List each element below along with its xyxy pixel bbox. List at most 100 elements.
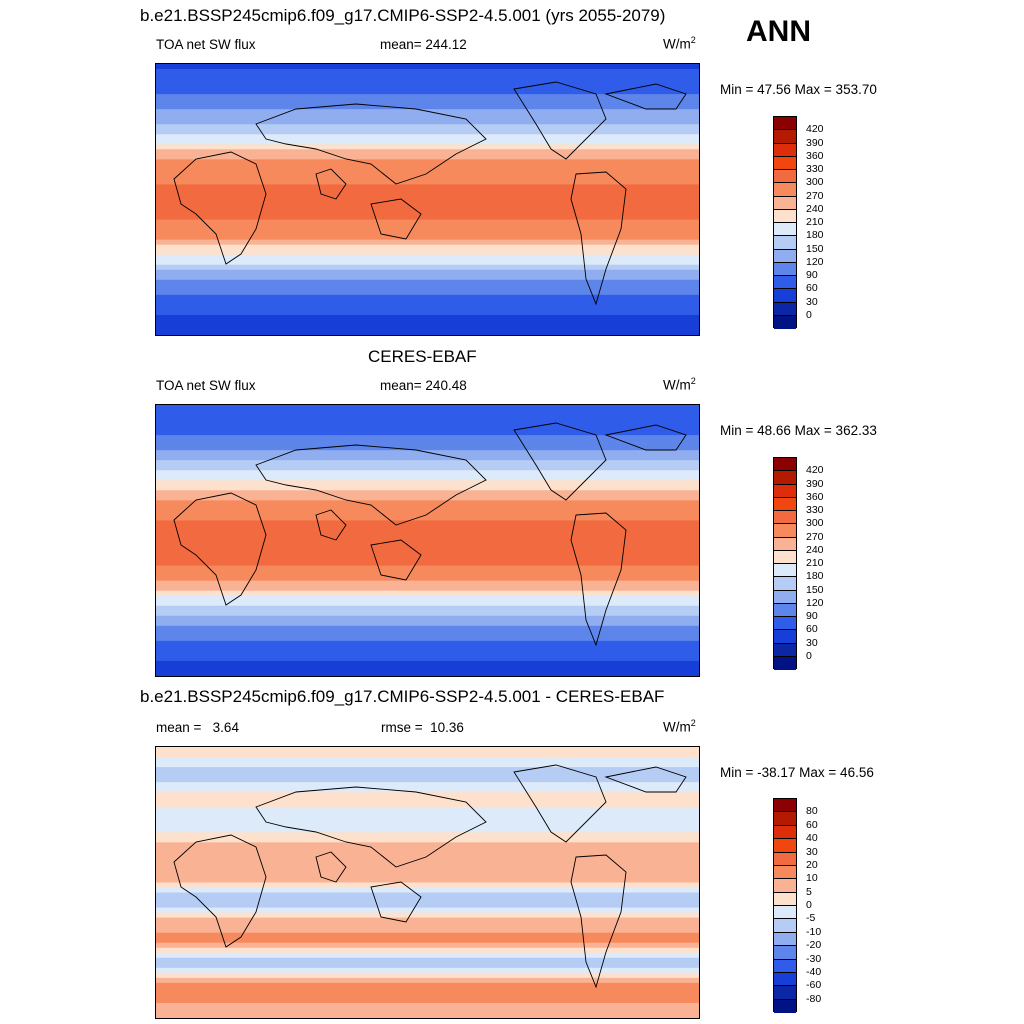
colorbar-tick-label: 120	[806, 596, 824, 609]
field-band	[156, 655, 699, 662]
field-band	[156, 179, 699, 186]
field-band	[156, 842, 699, 848]
panel2-units: W/m2	[663, 377, 696, 392]
field-band	[156, 79, 699, 85]
colorbar-swatch	[774, 999, 796, 1013]
field-band	[156, 902, 699, 909]
field-band	[156, 610, 699, 617]
panel3-minmax: Min = -38.17 Max = 46.56	[720, 765, 874, 780]
field-band	[156, 777, 699, 783]
colorbar-tick-label: 270	[806, 189, 824, 202]
colorbar-swatch	[774, 656, 796, 670]
colorbar-swatch	[774, 839, 796, 853]
colorbar-swatch	[774, 812, 796, 826]
colorbar-swatch	[774, 906, 796, 920]
panel1-units-exp: 2	[690, 35, 696, 45]
field-band	[156, 269, 699, 276]
field-band	[156, 425, 699, 431]
colorbar-swatch	[774, 484, 796, 498]
field-band	[156, 670, 699, 676]
field-band	[156, 1007, 699, 1014]
colorbar-tick-label: 390	[806, 136, 824, 149]
colorbar-tick-label: 180	[806, 570, 824, 583]
colorbar-swatch	[774, 643, 796, 657]
colorbar-tick-label: 330	[806, 163, 824, 175]
field-band	[156, 1012, 699, 1018]
field-band	[156, 917, 699, 924]
panel2-units-exp: 2	[690, 376, 696, 386]
field-band	[156, 792, 699, 798]
field-band	[156, 545, 699, 552]
field-band	[156, 415, 699, 421]
field-band	[156, 124, 699, 130]
field-band	[156, 525, 699, 532]
colorbar-swatch	[774, 865, 796, 880]
colorbar-swatch	[774, 919, 796, 933]
colorbar-tick-label: 10	[806, 872, 818, 885]
colorbar-swatch	[774, 932, 796, 947]
colorbar-tick-label: -5	[806, 912, 816, 925]
field-band	[156, 314, 699, 321]
field-band	[156, 440, 699, 446]
coastline	[570, 854, 627, 989]
field-band	[156, 510, 699, 517]
field-band	[156, 254, 699, 261]
coastline	[255, 786, 487, 868]
panel3-title: b.e21.BSSP245cmip6.f09_g17.CMIP6-SSP2-4.…	[140, 687, 665, 706]
field-band	[156, 445, 699, 451]
field-band	[156, 550, 699, 557]
field-band	[156, 947, 699, 954]
colorbar-tick-label: 90	[806, 610, 818, 622]
colorbar-tick-label: 360	[806, 490, 824, 503]
field-band	[156, 154, 699, 160]
field-band	[156, 847, 699, 853]
field-band	[156, 640, 699, 647]
colorbar-swatch	[774, 223, 796, 237]
field-band	[156, 605, 699, 612]
field-band	[156, 892, 699, 899]
field-band	[156, 927, 699, 934]
colorbar-swatch	[774, 630, 796, 644]
colorbar-tick-label: -60	[806, 979, 822, 992]
field-band	[156, 857, 699, 864]
colorbar-tick-label: -40	[806, 965, 822, 978]
colorbar-tick-label: 60	[806, 818, 818, 831]
field-band	[156, 942, 699, 949]
colorbar-tick-label: 240	[806, 543, 824, 556]
field-band	[156, 757, 699, 763]
colorbar-swatch	[774, 603, 796, 617]
panel3-colorbar	[773, 798, 797, 1013]
field-band	[156, 977, 699, 984]
field-band	[156, 299, 699, 306]
field-band	[156, 560, 699, 567]
colorbar-swatch	[774, 143, 796, 157]
panel2-colorbar	[773, 457, 797, 670]
panel2-map	[155, 404, 700, 677]
colorbar-swatch	[774, 537, 796, 551]
field-band	[156, 159, 699, 165]
panel2-mean-value: 240.48	[425, 378, 467, 393]
field-band	[156, 952, 699, 959]
colorbar-tick-label: -20	[806, 939, 822, 952]
field-band	[156, 747, 699, 753]
field-band	[156, 635, 699, 642]
field-band	[156, 490, 699, 496]
panel2-variable: TOA net SW flux	[156, 378, 256, 393]
field-band	[156, 209, 699, 216]
field-band	[156, 104, 699, 110]
field-band	[156, 450, 699, 456]
panel3-rmse: rmse = 10.36	[381, 721, 464, 735]
field-band	[156, 109, 699, 115]
field-band	[156, 807, 699, 813]
field-band	[156, 495, 699, 501]
colorbar-tick-label: 60	[806, 623, 818, 636]
panel2-units-base: W/m	[663, 377, 691, 393]
panel3-rmse-value: 10.36	[430, 720, 464, 735]
field-band	[156, 827, 699, 833]
colorbar-swatch	[774, 236, 796, 250]
colorbar-swatch	[774, 577, 796, 591]
colorbar-swatch	[774, 892, 796, 906]
colorbar-swatch	[774, 564, 796, 578]
coastline	[604, 424, 687, 451]
coastline	[315, 509, 347, 541]
